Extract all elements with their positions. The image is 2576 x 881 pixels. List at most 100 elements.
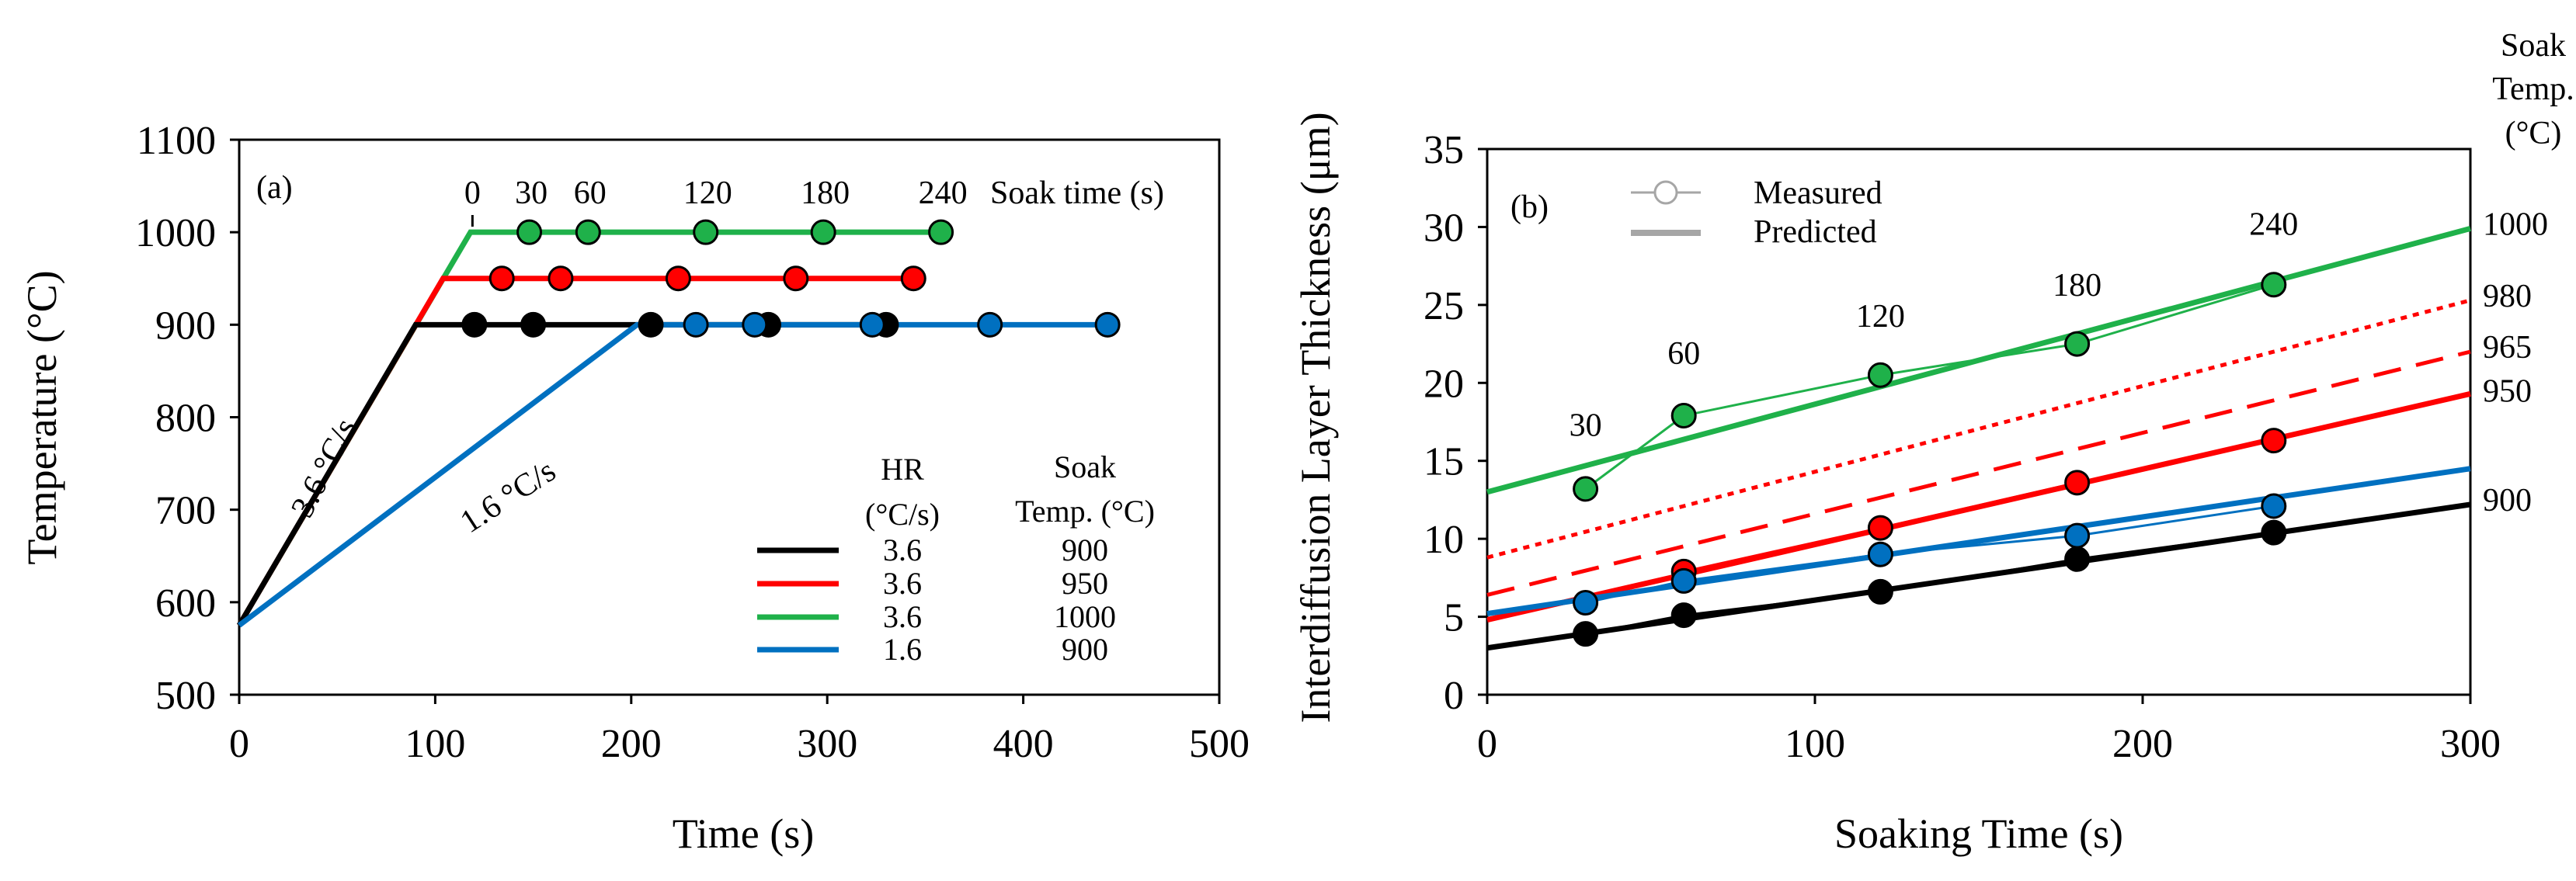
soak-time-point-label: 240 xyxy=(2249,206,2298,242)
panel-b-y-tick-label: 0 xyxy=(1444,674,1464,718)
panel-a-y-tick-label: 700 xyxy=(155,489,216,533)
measured-data-point xyxy=(2261,428,2287,454)
soak-temp-line-label: 1000 xyxy=(2483,206,2548,242)
soak-temp-title-line2: Temp. xyxy=(2492,71,2574,107)
table-header-soak-unit: Temp. (°C) xyxy=(1015,494,1155,529)
panel-a-data-point xyxy=(1094,311,1121,338)
panel-a-data-point xyxy=(977,311,1003,338)
panel-a-data-point xyxy=(520,311,547,338)
panel-b-y-tick-label: 15 xyxy=(1424,440,1464,484)
measured-data-point xyxy=(1670,567,1697,594)
measured-data-point xyxy=(1670,402,1697,428)
measured-data-point xyxy=(1867,515,1893,541)
panel-a-label: (a) xyxy=(256,170,293,206)
soak-temp-line-label: 980 xyxy=(2483,279,2532,314)
soak-time-point-label: 180 xyxy=(2053,268,2101,303)
measured-data-point xyxy=(2261,519,2287,546)
panel-a-x-axis-title: Time (s) xyxy=(673,810,815,857)
panel-a-x-tick-label: 400 xyxy=(993,722,1054,766)
panel-b-x-tick-label: 0 xyxy=(1477,722,1497,766)
soak-temp-line-label: 965 xyxy=(2483,330,2532,366)
soak-time-label: 60 xyxy=(574,175,607,211)
panel-b-y-tick-label: 25 xyxy=(1424,284,1464,328)
table-row-hr: 3.6 xyxy=(883,566,922,601)
panel-b-x-tick-label: 300 xyxy=(2440,722,2501,766)
table-row-hr: 3.6 xyxy=(883,599,922,634)
predicted-line-dashed xyxy=(1486,349,2471,597)
panel-a-y-tick-label: 1100 xyxy=(137,119,216,163)
panel-a-data-point xyxy=(488,265,515,292)
panel-a-data-point xyxy=(638,311,664,338)
measured-data-point xyxy=(2261,493,2287,519)
panel-b-y-tick-label: 5 xyxy=(1444,596,1464,640)
panel-b-y-tick-label: 30 xyxy=(1424,206,1464,250)
measured-data-point xyxy=(1867,578,1893,605)
panel-a-data-point xyxy=(810,219,836,245)
soak-time-label: 180 xyxy=(801,175,850,211)
panel-a-data-point xyxy=(783,265,809,292)
soak-time-label: 30 xyxy=(515,175,548,211)
soak-temp-line-label: 950 xyxy=(2483,373,2532,409)
measured-data-point xyxy=(1573,621,1599,647)
soak-time-point-label: 30 xyxy=(1570,408,1602,444)
panel-a-y-tick-label: 1000 xyxy=(135,211,216,255)
soak-temp-title-line1: Soak xyxy=(2501,28,2566,64)
panel-a-x-tick-label: 0 xyxy=(229,722,249,766)
table-row-temp: 1000 xyxy=(1054,599,1116,634)
panel-a-data-point xyxy=(516,219,543,245)
panel-b-x-tick-label: 200 xyxy=(2112,722,2173,766)
panel-b-x-axis-title: Soaking Time (s) xyxy=(1834,810,2123,857)
measured-data-point xyxy=(1573,476,1599,502)
table-row-temp: 900 xyxy=(1062,532,1108,567)
soak-temp-column-title: Soak Temp. (°C) xyxy=(2492,28,2574,151)
measured-line xyxy=(1584,283,2275,491)
panel-b-y-tick-label: 20 xyxy=(1424,362,1464,406)
legend-predicted-label: Predicted xyxy=(1754,214,1877,250)
soak-temp-line-label: 900 xyxy=(2483,483,2532,519)
panel-b-plot-frame xyxy=(1486,147,2472,696)
table-header-hr: HR xyxy=(881,452,924,487)
soak-time-point-label: 120 xyxy=(1856,299,1905,335)
predicted-line-dotted xyxy=(1486,298,2471,560)
panel-a-profile-line xyxy=(237,321,1108,628)
measured-data-point xyxy=(1573,589,1599,616)
panel-a-data-point xyxy=(900,265,926,292)
panel-a-data-point xyxy=(575,219,601,245)
panel-a-data-point xyxy=(859,311,885,338)
panel-b-y-axis-title: Interdiffusion Layer Thickness (μm) xyxy=(1292,112,1339,723)
panel-a-y-tick-label: 800 xyxy=(155,397,216,441)
measured-line xyxy=(1683,439,2275,573)
measured-data-point xyxy=(2261,272,2287,298)
soak-time-label: 120 xyxy=(683,175,732,211)
panel-a-data-point xyxy=(548,265,574,292)
panel-b-y-tick-label: 35 xyxy=(1424,128,1464,172)
panel-a-data-point xyxy=(693,219,719,245)
heating-rate-annotation-fast: 3.6 °C/s xyxy=(284,413,364,523)
panel-a-data-point xyxy=(665,265,691,292)
panel-a-y-axis-title: Temperature (°C) xyxy=(19,270,65,564)
soak-temp-title-line3: (°C) xyxy=(2505,116,2562,151)
panel-b-y-tick-label: 10 xyxy=(1424,518,1464,562)
table-header-hr-unit: (°C/s) xyxy=(865,497,940,532)
panel-a-x-tick-label: 100 xyxy=(405,722,465,766)
legend-measured-marker xyxy=(1653,180,1678,205)
table-row-hr: 1.6 xyxy=(883,632,922,667)
panel-a-data-point xyxy=(742,311,768,338)
panel-a-y-tick-label: 900 xyxy=(155,303,216,348)
panel-a-legend-table: HR (°C/s) Soak Temp. (°C) 3.6 900 3.6 950 3.… xyxy=(757,449,1155,667)
measured-data-point xyxy=(1867,362,1893,388)
predicted-line-solid xyxy=(1486,390,2471,623)
table-row-temp: 900 xyxy=(1062,632,1108,667)
soak-time-point-label: 60 xyxy=(1667,336,1700,372)
measured-data-point xyxy=(2064,522,2091,549)
measured-data-point xyxy=(1670,602,1697,629)
soak-time-label: 240 xyxy=(919,175,968,211)
measured-data-point xyxy=(2064,331,2091,357)
panel-a-x-tick-label: 200 xyxy=(601,722,662,766)
panel-b-layer-thickness: 0 100 200 300 0 5 10 15 20 25 30 35 30 60 120 180 240 10… xyxy=(1292,28,2574,857)
measured-data-point xyxy=(2064,546,2091,572)
panel-a-x-tick-label: 500 xyxy=(1189,722,1250,766)
table-row-hr: 3.6 xyxy=(883,532,922,567)
predicted-line-solid xyxy=(1486,466,2471,617)
